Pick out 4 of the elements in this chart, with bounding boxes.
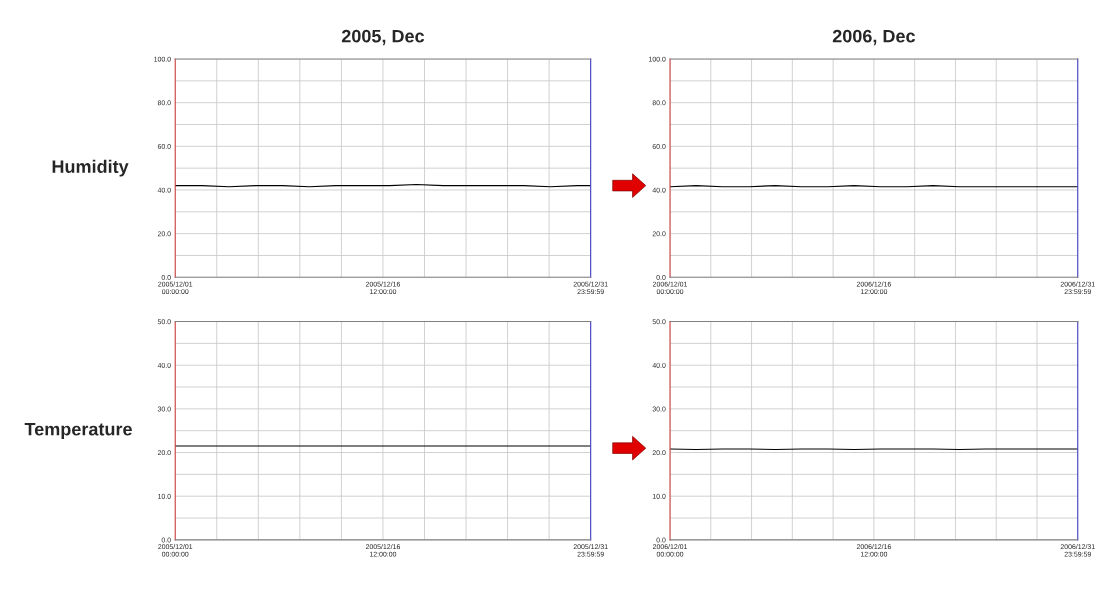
y-axis-title: Humidity (52, 159, 129, 177)
y-axis-title: Temperature (24, 422, 132, 440)
chart-title: 2005, Dec (341, 29, 425, 46)
chart-title: 2006, Dec (832, 29, 916, 46)
